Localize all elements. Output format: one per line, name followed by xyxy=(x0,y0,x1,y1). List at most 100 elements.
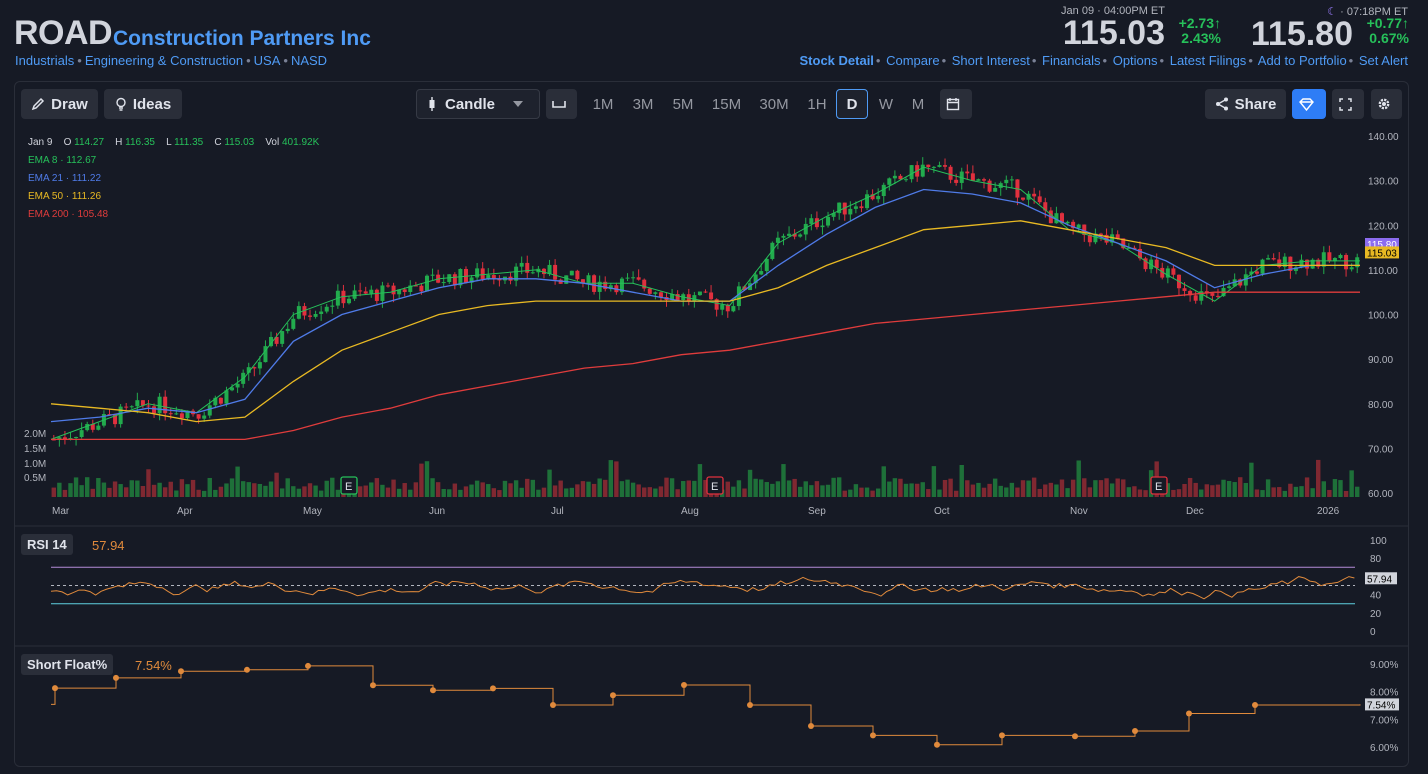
price-axis-label: 60.00 xyxy=(1368,489,1393,500)
candle-body xyxy=(703,291,708,293)
volume-bar xyxy=(101,482,107,497)
volume-bar xyxy=(1304,477,1310,497)
legend-high: 116.35 xyxy=(125,137,155,148)
candle-body xyxy=(1021,197,1026,200)
volume-bar xyxy=(725,481,730,497)
compare-link[interactable]: Compare xyxy=(886,53,940,68)
short-float-point xyxy=(610,692,616,699)
volume-bar xyxy=(1093,480,1098,497)
tf-d[interactable]: D xyxy=(836,89,868,119)
tf-15m[interactable]: 15M xyxy=(711,95,742,113)
set-alert-link[interactable]: Set Alert xyxy=(1358,53,1408,68)
tf-w[interactable]: W xyxy=(878,95,894,113)
volume-bar xyxy=(614,461,619,497)
candle-body xyxy=(1266,258,1271,260)
volume-bar xyxy=(430,478,435,497)
fullscreen-button[interactable] xyxy=(1332,89,1364,119)
exchange-link[interactable]: NASD xyxy=(290,53,328,68)
chart-type-select[interactable]: Candle xyxy=(416,89,540,119)
volume-bar xyxy=(213,489,218,497)
volume-bar xyxy=(909,483,914,497)
after-price-block: ☾ · 07:18PM ET 115.80 xyxy=(1238,5,1408,54)
candle-body xyxy=(497,278,502,281)
short-interest-link[interactable]: Short Interest xyxy=(951,53,1030,68)
draw-button[interactable]: Draw xyxy=(21,89,98,119)
legend-ema21[interactable]: EMA 21 · 111.22 xyxy=(28,173,102,184)
sector-link[interactable]: Industrials xyxy=(15,53,75,68)
volume-bar xyxy=(1232,482,1237,497)
rsi-label[interactable]: RSI 14 xyxy=(21,534,73,555)
candle-body xyxy=(1316,259,1321,267)
calendar-button[interactable] xyxy=(940,89,972,119)
close-change-pct: 2.43% xyxy=(1181,30,1221,46)
financials-link[interactable]: Financials xyxy=(1042,53,1101,68)
volume-bar xyxy=(129,480,134,497)
candle-body xyxy=(608,285,613,290)
volume-bar xyxy=(201,490,207,497)
tf-m[interactable]: M xyxy=(911,95,925,113)
volume-bar xyxy=(814,481,820,497)
volume-axis-label: 1.5M xyxy=(24,444,46,455)
short-float-label[interactable]: Short Float% xyxy=(21,654,114,675)
chart-area[interactable]: 140.00 130.00 120.00 110.00 100.00 90.00 80.00… xyxy=(15,126,1408,766)
settings-button[interactable] xyxy=(1371,89,1402,119)
candle-body xyxy=(653,292,658,294)
close-change: +2.73↑ 2.43% xyxy=(1166,16,1221,46)
volume-bar xyxy=(1282,490,1288,497)
candle-body xyxy=(224,390,229,404)
legend-ema200[interactable]: EMA 200 · 105.48 xyxy=(28,209,109,220)
volume-bar xyxy=(1109,483,1115,497)
legend-ema8[interactable]: EMA 8 · 112.67 xyxy=(28,155,97,166)
volume-bar xyxy=(1327,489,1332,497)
volume-bar xyxy=(185,484,190,497)
diamond-icon xyxy=(1298,97,1314,111)
candle-body xyxy=(291,318,296,329)
premium-button[interactable] xyxy=(1292,89,1326,119)
candle-body xyxy=(1043,202,1048,211)
close-time: Jan 09 · 04:00PM ET xyxy=(1061,5,1165,17)
candle-body xyxy=(870,194,875,200)
volume-bar xyxy=(552,485,558,497)
company-name[interactable]: Construction Partners Inc xyxy=(113,27,371,50)
candle-body xyxy=(1126,247,1131,249)
tf-30m[interactable]: 30M xyxy=(759,95,789,113)
candle-body xyxy=(1082,224,1087,236)
volume-bar xyxy=(1293,486,1299,497)
tf-1h[interactable]: 1H xyxy=(807,95,827,113)
volume-bar xyxy=(268,481,274,497)
tf-1m[interactable]: 1M xyxy=(592,95,614,113)
legend-volume: 401.92K xyxy=(282,137,320,148)
tf-5m[interactable]: 5M xyxy=(672,95,694,113)
industry-link[interactable]: Engineering & Construction xyxy=(84,53,244,68)
candle-body xyxy=(397,289,402,295)
country-link[interactable]: USA xyxy=(253,53,281,68)
tf-3m[interactable]: 3M xyxy=(632,95,654,113)
volume-bar xyxy=(703,479,708,497)
candle-body xyxy=(1054,213,1059,224)
candle-body xyxy=(1299,259,1304,268)
volume-bar xyxy=(1271,487,1276,497)
volume-bar xyxy=(937,489,942,497)
volume-bar xyxy=(419,463,424,497)
candle-body xyxy=(1232,279,1237,287)
volume-bar xyxy=(1082,478,1087,497)
candle-body xyxy=(736,286,741,307)
share-button[interactable]: Share xyxy=(1205,89,1286,119)
price-axis-label: 90.00 xyxy=(1368,355,1393,366)
options-link[interactable]: Options xyxy=(1112,53,1158,68)
candle-body xyxy=(358,290,363,292)
ideas-button[interactable]: Ideas xyxy=(104,89,182,119)
legend-ema50[interactable]: EMA 50 · 111.26 xyxy=(28,191,102,202)
add-to-portfolio-link[interactable]: Add to Portfolio xyxy=(1257,53,1347,68)
month-label: Mar xyxy=(52,506,70,517)
candle-body xyxy=(970,173,975,181)
stock-detail-link[interactable]: Stock Detail xyxy=(799,53,874,68)
volume-bar xyxy=(1015,487,1020,497)
short-float-value: 7.54% xyxy=(135,658,172,673)
volume-bar xyxy=(380,484,385,497)
latest-filings-link[interactable]: Latest Filings xyxy=(1169,53,1247,68)
candle-body xyxy=(892,175,897,179)
ema-line-ema21 xyxy=(50,188,1360,423)
range-button[interactable] xyxy=(546,89,577,119)
candle-body xyxy=(430,274,435,276)
